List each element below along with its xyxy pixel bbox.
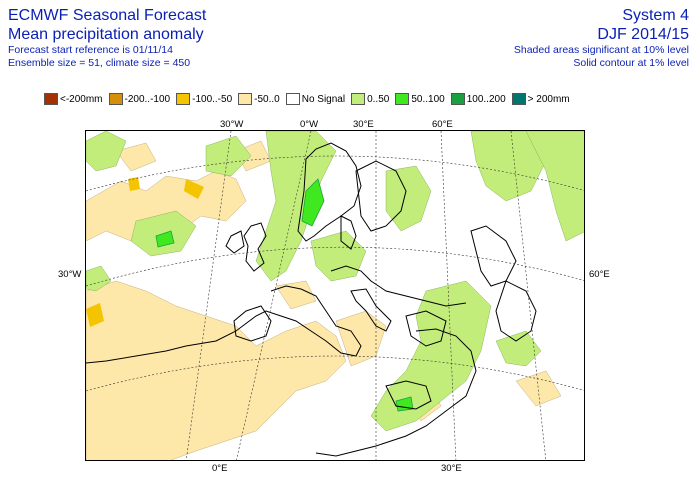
legend-label: > 200mm <box>527 93 570 105</box>
legend-swatch <box>176 93 191 105</box>
system-label: System 4 <box>622 7 689 24</box>
legend-label: <-200mm <box>60 93 103 105</box>
legend-label: -50..0 <box>254 93 280 105</box>
legend-swatch <box>395 93 410 105</box>
legend-label: No Signal <box>301 93 346 105</box>
legend-item: No Signal <box>285 93 346 105</box>
header-right: System 4 DJF 2014/15 Shaded areas signif… <box>514 6 689 70</box>
legend-swatch <box>450 93 465 105</box>
moderate-dry-areas <box>86 177 204 327</box>
tick-left-30w: 30°W <box>58 269 82 280</box>
legend-swatch <box>44 93 58 105</box>
legend-swatch <box>285 93 300 105</box>
tick-top-30w: 30°W <box>220 119 244 130</box>
legend-label: 0..50 <box>367 93 390 105</box>
header-left: ECMWF Seasonal Forecast Mean precipitati… <box>8 6 206 70</box>
legend: <-200mm -200..-100 -100..-50 -50..0 No S… <box>44 92 576 106</box>
legend-item: 0..50 <box>351 93 389 105</box>
legend-item: 100..200 <box>450 93 506 105</box>
legend-label: 50..100 <box>411 93 445 105</box>
ensemble-size-info: Ensemble size = 51, climate size = 450 <box>8 57 191 69</box>
strong-wet-areas <box>155 178 414 412</box>
legend-label: -200..-100 <box>124 93 171 105</box>
legend-item: -50..0 <box>238 93 280 105</box>
legend-label: 100..200 <box>466 93 506 105</box>
legend-swatch <box>351 93 366 105</box>
tick-top-30e: 30°E <box>353 119 374 130</box>
tick-top-60e: 60°E <box>432 119 453 130</box>
forecast-start-info: Forecast start reference is 01/11/14 <box>8 44 173 56</box>
legend-item: <-200mm <box>44 93 103 105</box>
legend-swatch <box>108 93 123 105</box>
map-panel <box>85 130 585 461</box>
precipitation-map <box>86 131 584 460</box>
graticule <box>86 131 584 460</box>
dry-anomaly-areas <box>86 140 562 460</box>
legend-item: > 200mm <box>511 93 570 105</box>
map-subtitle: Mean precipitation anomaly <box>8 26 204 43</box>
wet-anomaly-areas <box>86 131 584 432</box>
tick-right-60e: 60°E <box>589 269 610 280</box>
legend-swatch <box>238 93 253 105</box>
period-label: DJF 2014/15 <box>597 26 689 43</box>
contour-note: Solid contour at 1% level <box>573 57 689 69</box>
tick-bottom-30e: 30°E <box>441 463 462 474</box>
legend-label: -100..-50 <box>192 93 233 105</box>
legend-swatch <box>511 93 526 105</box>
significance-note: Shaded areas significant at 10% level <box>513 44 689 56</box>
legend-item: -200..-100 <box>108 93 171 105</box>
tick-top-0w: 0°W <box>300 119 319 130</box>
map-title: ECMWF Seasonal Forecast <box>8 7 207 24</box>
coastlines <box>86 142 537 457</box>
tick-bottom-0e: 0°E <box>212 463 228 474</box>
legend-item: 50..100 <box>395 93 445 105</box>
legend-item: -100..-50 <box>176 93 232 105</box>
